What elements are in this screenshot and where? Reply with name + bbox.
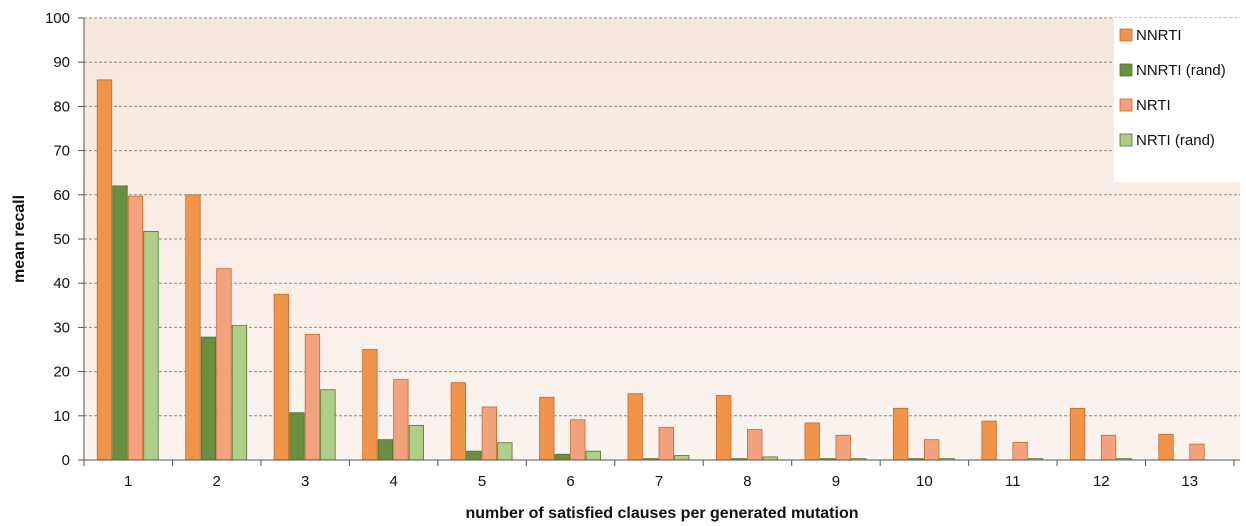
x-tick-label: 9: [832, 473, 840, 490]
x-tick-label: 8: [743, 473, 751, 490]
bar: [674, 455, 690, 461]
x-tick-label: 11: [1005, 473, 1021, 490]
bar: [1012, 441, 1028, 461]
y-tick-label: 30: [53, 319, 70, 336]
x-axis-title: number of satisfied clauses per generate…: [466, 505, 859, 522]
legend-label: NNRTI (rand): [1136, 62, 1226, 79]
bar: [539, 396, 555, 461]
y-tick-label: 100: [45, 10, 70, 27]
bar: [112, 185, 128, 461]
y-tick-label: 80: [53, 98, 70, 115]
bar: [1100, 434, 1117, 461]
y-axis-title: mean recall: [11, 195, 28, 283]
y-tick-label: 20: [53, 364, 70, 381]
legend-background: [1114, 18, 1240, 182]
bar: [497, 442, 513, 461]
bar: [393, 379, 409, 461]
bar: [450, 382, 466, 461]
legend-swatch: [1119, 133, 1133, 147]
x-tick-label: 2: [213, 473, 221, 490]
y-tick-label: 40: [53, 275, 70, 292]
legend-label: NRTI (rand): [1136, 132, 1215, 149]
bar: [923, 439, 940, 461]
x-tick-labels: 1 2 3 4 5 6 7 8 9 10 11 12 13: [124, 473, 1198, 490]
bar: [658, 426, 674, 461]
legend-label: NRTI: [1136, 97, 1171, 114]
x-tick-label: 10: [916, 473, 933, 490]
bar: [627, 393, 643, 461]
bar: [320, 389, 336, 461]
x-tick-label: 6: [566, 473, 574, 490]
bar: [804, 422, 820, 461]
y-tick-label: 70: [53, 143, 70, 160]
legend-label: NNRTI: [1136, 27, 1182, 44]
bar: [570, 419, 586, 461]
bar: [466, 450, 482, 461]
bar: [716, 395, 732, 461]
bar: [585, 450, 601, 461]
bar: [231, 325, 248, 461]
x-tick-label: 12: [1093, 473, 1110, 490]
bar: [1158, 433, 1174, 461]
bar: [892, 407, 909, 461]
bar: [200, 336, 217, 461]
bar: [981, 420, 997, 461]
legend-swatch: [1119, 98, 1133, 112]
bar: [143, 231, 159, 461]
legend: NNRTI NNRTI (rand) NRTI NRTI (rand): [1114, 18, 1240, 182]
x-tick-label: 1: [124, 473, 132, 490]
y-tick-label: 0: [62, 452, 70, 469]
bar: [304, 334, 321, 461]
legend-swatch: [1119, 63, 1133, 77]
bar: [481, 406, 497, 461]
bar: [273, 293, 290, 461]
bar: [1069, 407, 1086, 461]
x-tick-label: 5: [478, 473, 486, 490]
bar: [554, 453, 570, 461]
y-tick-label: 60: [53, 187, 70, 204]
bar: [289, 412, 305, 461]
bar: [216, 268, 232, 461]
bar: [1189, 443, 1205, 461]
bar: [835, 434, 851, 461]
bar: [377, 439, 394, 461]
x-tick-label: 13: [1181, 473, 1198, 490]
bar: [96, 79, 113, 461]
bar: [408, 425, 425, 461]
x-tick-label: 3: [301, 473, 309, 490]
y-tick-label: 50: [53, 231, 70, 248]
x-tick-label: 4: [389, 473, 397, 490]
bar: [747, 429, 763, 461]
bar: [127, 195, 144, 461]
bar: [362, 349, 378, 461]
y-tick-label: 90: [53, 54, 70, 71]
y-tick-labels: 0 10 20 30 40 50 60 70 80 90 100: [45, 10, 70, 469]
legend-swatch: [1119, 28, 1133, 42]
x-tick-label: 7: [655, 473, 663, 490]
axes: [78, 17, 1240, 466]
bar: [185, 194, 201, 461]
y-tick-label: 10: [53, 408, 70, 425]
